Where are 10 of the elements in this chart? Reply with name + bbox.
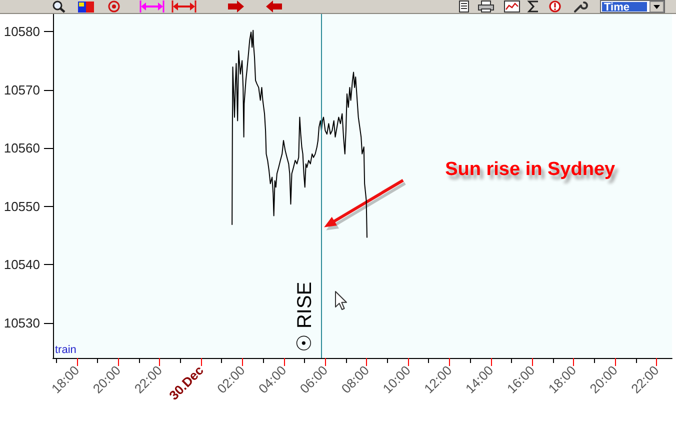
annotation: Sun rise in Sydney [445, 159, 616, 180]
y-tick-label: 10570 [4, 82, 40, 98]
y-tick-label: 10530 [4, 316, 40, 331]
y-tick-label: 10550 [4, 198, 40, 214]
y-tick-label: 10560 [4, 140, 40, 156]
y-tick-label: 10540 [4, 257, 40, 272]
y-tick-label: 10580 [4, 24, 40, 39]
dropdown: Time [600, 0, 665, 14]
ref-line-label: ☉ RISE [294, 282, 316, 352]
annotation: train [55, 344, 76, 356]
